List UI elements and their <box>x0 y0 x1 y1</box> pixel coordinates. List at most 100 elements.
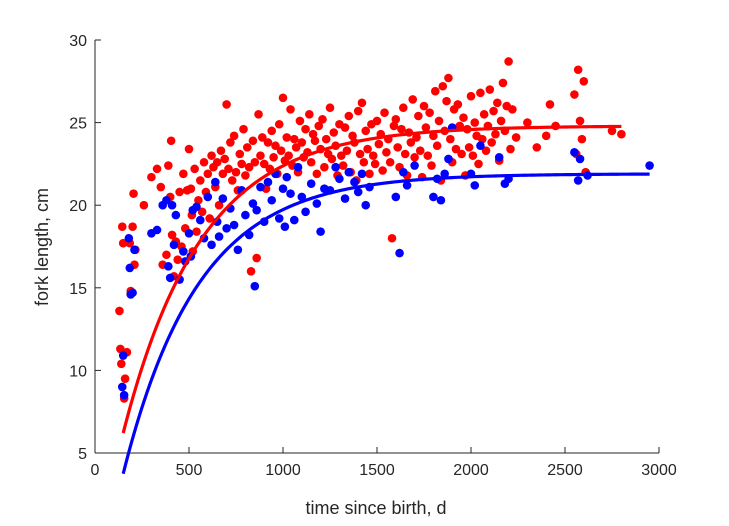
data-point <box>368 151 378 160</box>
data-point <box>353 187 363 197</box>
data-point <box>152 164 162 174</box>
data-point <box>197 207 207 217</box>
data-point <box>397 124 406 134</box>
data-point <box>348 131 357 141</box>
data-point <box>496 116 506 126</box>
data-point <box>289 215 299 225</box>
data-point <box>504 57 513 66</box>
data-point <box>269 152 278 162</box>
data-point <box>374 139 384 149</box>
data-point <box>120 374 130 383</box>
data-point <box>491 129 500 139</box>
data-point <box>359 157 369 167</box>
data-point <box>378 166 387 175</box>
data-point <box>194 195 203 205</box>
data-point <box>455 121 465 131</box>
data-point <box>139 200 149 210</box>
data-point <box>363 144 372 154</box>
data-point <box>414 111 423 121</box>
data-point <box>301 207 310 217</box>
data-point <box>229 220 239 230</box>
data-point <box>438 81 448 91</box>
data-point <box>118 351 128 360</box>
data-point <box>297 138 307 147</box>
data-point <box>385 157 395 167</box>
data-point <box>421 123 431 132</box>
y-tick-label: 25 <box>69 116 87 133</box>
data-point <box>429 192 438 202</box>
data-point <box>250 281 260 291</box>
data-point <box>214 232 224 241</box>
data-point <box>164 161 173 170</box>
data-point <box>335 174 344 184</box>
data-point <box>429 131 438 141</box>
data-point <box>195 215 205 225</box>
data-point <box>124 233 134 243</box>
data-point <box>116 344 125 354</box>
data-point <box>350 177 359 187</box>
data-point <box>617 129 626 139</box>
data-point <box>391 115 401 124</box>
data-point <box>278 184 288 193</box>
data-point <box>370 159 380 169</box>
y-tick-label: 15 <box>69 281 87 298</box>
data-point <box>171 210 181 220</box>
data-point <box>252 205 261 215</box>
x-tick-label: 500 <box>176 462 203 479</box>
data-point <box>327 154 337 164</box>
data-point <box>156 182 166 192</box>
data-point <box>293 162 303 172</box>
data-point <box>338 161 348 170</box>
data-point <box>203 192 213 202</box>
data-point <box>481 146 491 155</box>
data-point <box>541 131 551 141</box>
data-point <box>117 222 127 231</box>
data-point <box>179 169 188 179</box>
data-point <box>184 144 194 154</box>
y-axis-label: fork length, cm <box>32 188 52 306</box>
data-point <box>263 177 273 187</box>
data-point <box>233 245 243 255</box>
data-point <box>395 248 404 258</box>
data-point <box>331 162 340 172</box>
data-point <box>173 255 183 265</box>
data-point <box>128 222 137 231</box>
data-point <box>212 157 222 167</box>
data-point <box>457 149 466 159</box>
data-point <box>419 101 429 111</box>
data-point <box>248 199 258 208</box>
data-point <box>179 247 188 256</box>
data-point <box>306 157 316 167</box>
data-point <box>336 151 346 160</box>
data-point <box>267 126 277 136</box>
data-point <box>218 169 228 179</box>
data-point <box>410 161 419 170</box>
data-point <box>203 169 213 179</box>
data-point <box>577 134 587 144</box>
x-axis-label: time since birth, d <box>305 498 446 518</box>
data-point <box>267 195 277 205</box>
data-point <box>256 182 265 192</box>
data-point <box>494 152 504 162</box>
data-point <box>263 138 273 147</box>
data-point <box>241 171 250 180</box>
x-tick-label: 2500 <box>547 462 583 479</box>
data-point <box>129 189 138 198</box>
data-point <box>166 136 176 146</box>
data-point <box>211 177 220 187</box>
x-tick-label: 1500 <box>359 462 395 479</box>
data-point <box>466 91 476 101</box>
data-point <box>226 138 235 147</box>
data-point <box>214 200 224 210</box>
data-point <box>399 103 408 113</box>
data-point <box>167 200 177 210</box>
data-point <box>295 116 305 126</box>
data-point <box>256 151 265 160</box>
data-point <box>190 164 199 174</box>
data-point <box>241 210 250 220</box>
data-point <box>545 100 555 109</box>
data-point <box>402 181 412 190</box>
data-point <box>575 116 585 126</box>
data-point <box>382 148 391 157</box>
